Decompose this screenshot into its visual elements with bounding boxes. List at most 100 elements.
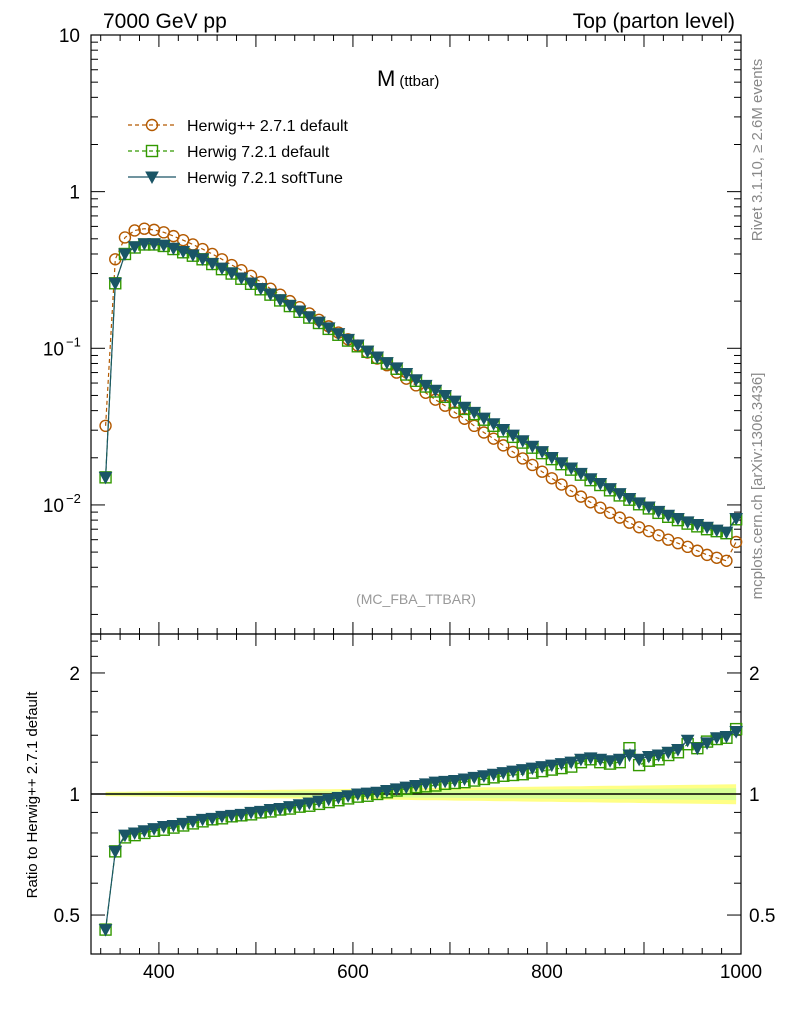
data-point	[389, 783, 404, 796]
y-tick-label: 2	[69, 664, 80, 685]
data-point	[584, 496, 597, 509]
data-point	[555, 478, 568, 491]
data-point	[554, 457, 569, 470]
data-point	[477, 426, 491, 439]
data-point	[690, 519, 705, 532]
ratio-y-axis-label: Ratio to Herwig++ 2.7.1 default	[24, 691, 41, 899]
data-point	[145, 118, 159, 132]
x-tick-label: 600	[337, 962, 369, 983]
main-x-ticks	[100, 35, 742, 634]
data-point	[719, 526, 734, 540]
data-point	[680, 734, 695, 748]
data-point	[526, 458, 539, 472]
ratio-panel: 2 2 1 1 0.5 0.5 400 600 800 1000 Ratio to Herwig…	[24, 633, 775, 983]
plot-title: M (ttbar)	[377, 66, 439, 91]
data-point	[467, 771, 482, 785]
data-point	[603, 483, 617, 496]
y-tick-label: 1	[69, 785, 80, 806]
data-point	[147, 823, 161, 836]
y-tick-label: 0.5	[54, 906, 80, 927]
data-point	[244, 277, 258, 291]
data-point	[147, 238, 161, 251]
data-point	[195, 813, 210, 827]
data-point	[156, 821, 171, 834]
data-point	[283, 801, 297, 814]
data-point	[438, 775, 452, 789]
data-point	[525, 440, 540, 454]
main-series	[98, 222, 743, 567]
data-point	[438, 389, 452, 403]
data-point	[244, 806, 258, 820]
data-point	[302, 797, 317, 811]
ratio-y-axis: 2 2 1 1 0.5 0.5	[54, 640, 775, 927]
data-point	[594, 501, 607, 514]
data-point	[205, 812, 220, 826]
data-point	[138, 222, 151, 235]
data-point	[457, 401, 472, 415]
data-point	[234, 272, 249, 286]
header-energy-label: 7000 GeV pp	[103, 10, 227, 33]
data-point	[709, 732, 724, 745]
data-point	[380, 357, 394, 370]
data-point	[292, 799, 307, 812]
data-point	[516, 452, 529, 465]
data-point	[612, 753, 627, 767]
data-point	[234, 808, 249, 822]
y-tick-exponent: −1	[66, 334, 81, 349]
data-point	[593, 753, 608, 767]
data-point	[302, 311, 317, 324]
data-point	[215, 262, 229, 276]
data-point	[350, 339, 365, 353]
data-point	[496, 424, 511, 437]
data-point	[409, 779, 423, 793]
data-point	[127, 241, 142, 254]
data-point	[127, 827, 142, 841]
data-point	[545, 472, 559, 485]
legend: Herwig++ 2.7.1 default Herwig 7.2.1 defau…	[128, 118, 349, 187]
data-point	[145, 171, 159, 185]
data-point	[99, 419, 112, 433]
data-point	[137, 238, 152, 251]
x-tick-label: 800	[531, 962, 563, 983]
ratio-uncertainty-band	[91, 784, 741, 805]
data-point	[118, 248, 132, 262]
data-point	[700, 521, 714, 535]
data-point	[273, 803, 288, 816]
data-point	[603, 755, 617, 768]
data-point	[399, 781, 414, 795]
data-point	[312, 795, 326, 809]
data-point	[321, 793, 336, 807]
data-point	[477, 412, 491, 426]
data-point	[253, 282, 268, 296]
data-point	[428, 384, 443, 398]
data-point	[263, 804, 278, 817]
data-point	[506, 765, 520, 779]
data-point	[641, 750, 656, 764]
data-point	[350, 788, 365, 802]
data-point	[380, 785, 394, 798]
y-tick-exponent: −2	[66, 491, 81, 506]
data-point	[409, 374, 423, 387]
source-label: mcplots.cern.ch [arXiv:1306.3436]	[749, 373, 766, 600]
data-point	[574, 467, 588, 481]
data-point	[389, 362, 404, 375]
y-tick-label: 1	[69, 183, 80, 204]
x-tick-label: 400	[143, 962, 175, 983]
data-point	[564, 756, 579, 770]
data-point	[418, 778, 433, 791]
data-point	[544, 759, 559, 773]
data-point	[544, 451, 559, 465]
data-point	[360, 787, 375, 801]
data-point	[195, 253, 210, 266]
data-point	[661, 746, 676, 760]
data-point	[671, 512, 685, 526]
data-point	[486, 768, 501, 782]
data-point	[622, 749, 637, 763]
data-point	[477, 770, 491, 783]
data-point	[593, 478, 608, 491]
data-point	[497, 439, 510, 452]
data-point	[108, 845, 123, 859]
data-point	[622, 492, 637, 506]
